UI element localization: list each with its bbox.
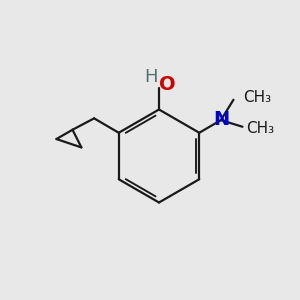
Text: CH₃: CH₃ [246, 121, 274, 136]
Text: H: H [144, 68, 157, 85]
Text: N: N [213, 110, 230, 129]
Text: O: O [159, 75, 176, 94]
Text: CH₃: CH₃ [243, 90, 271, 105]
